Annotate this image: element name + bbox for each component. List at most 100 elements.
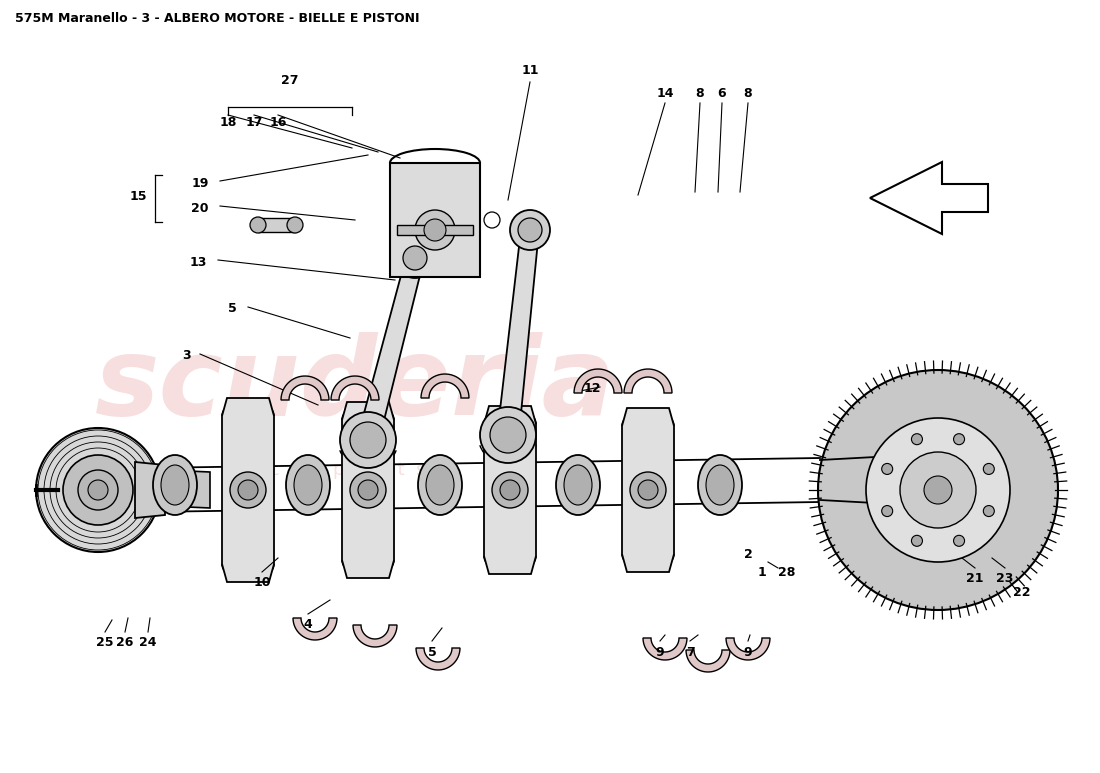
Circle shape — [230, 472, 266, 508]
Circle shape — [818, 370, 1058, 610]
Polygon shape — [258, 218, 295, 232]
Ellipse shape — [426, 465, 454, 505]
Polygon shape — [358, 256, 424, 443]
Text: 11: 11 — [521, 63, 539, 77]
Polygon shape — [280, 376, 329, 400]
Circle shape — [88, 480, 108, 500]
Circle shape — [424, 219, 446, 241]
Text: 14: 14 — [657, 87, 674, 100]
Polygon shape — [644, 638, 688, 660]
Text: 8: 8 — [744, 87, 752, 100]
Circle shape — [63, 455, 133, 525]
Polygon shape — [621, 408, 674, 572]
Polygon shape — [574, 369, 622, 393]
Text: 24: 24 — [140, 635, 157, 649]
Circle shape — [638, 480, 658, 500]
Ellipse shape — [706, 465, 734, 505]
Ellipse shape — [698, 455, 742, 515]
Circle shape — [358, 480, 378, 500]
Text: 21: 21 — [966, 571, 983, 584]
Polygon shape — [353, 625, 397, 647]
Circle shape — [866, 418, 1010, 562]
Text: 12: 12 — [583, 382, 601, 394]
Circle shape — [983, 506, 994, 516]
Circle shape — [238, 480, 258, 500]
Circle shape — [480, 407, 536, 463]
Circle shape — [954, 434, 965, 444]
Text: 23: 23 — [997, 571, 1014, 584]
Text: 26: 26 — [117, 635, 134, 649]
Text: 25: 25 — [97, 635, 113, 649]
Text: 4: 4 — [304, 618, 312, 632]
Polygon shape — [421, 374, 469, 398]
Text: 7: 7 — [685, 645, 694, 659]
Circle shape — [500, 480, 520, 500]
Polygon shape — [135, 462, 165, 518]
Text: 2: 2 — [744, 549, 752, 561]
Text: 9: 9 — [744, 645, 752, 659]
Ellipse shape — [287, 217, 303, 233]
Text: 575M Maranello - 3 - ALBERO MOTORE - BIELLE E PISTONI: 575M Maranello - 3 - ALBERO MOTORE - BIE… — [15, 12, 419, 25]
Text: 22: 22 — [1013, 585, 1031, 598]
Circle shape — [510, 210, 550, 250]
Text: 27: 27 — [282, 73, 299, 87]
Circle shape — [630, 472, 666, 508]
Text: 17: 17 — [245, 115, 263, 128]
Polygon shape — [165, 470, 210, 508]
Polygon shape — [624, 369, 672, 393]
Ellipse shape — [294, 465, 322, 505]
Text: 19: 19 — [191, 176, 209, 189]
Text: 6: 6 — [717, 87, 726, 100]
Text: 3: 3 — [182, 349, 190, 362]
Circle shape — [350, 422, 386, 458]
Polygon shape — [686, 650, 730, 672]
Ellipse shape — [161, 465, 189, 505]
Circle shape — [518, 218, 542, 242]
Ellipse shape — [153, 455, 197, 515]
Polygon shape — [390, 163, 480, 277]
Polygon shape — [342, 402, 394, 578]
Polygon shape — [874, 455, 900, 505]
Circle shape — [882, 464, 893, 475]
Circle shape — [36, 428, 160, 552]
Polygon shape — [416, 648, 460, 670]
Text: 18: 18 — [219, 115, 236, 128]
Polygon shape — [397, 225, 473, 235]
Text: 28: 28 — [778, 566, 795, 578]
Circle shape — [492, 472, 528, 508]
Polygon shape — [497, 229, 539, 436]
Circle shape — [340, 412, 396, 468]
Ellipse shape — [286, 455, 330, 515]
Circle shape — [983, 464, 994, 475]
Ellipse shape — [250, 217, 266, 233]
Polygon shape — [222, 398, 274, 582]
Circle shape — [395, 238, 434, 278]
Text: 13: 13 — [189, 256, 207, 268]
Circle shape — [912, 434, 923, 444]
Circle shape — [490, 417, 526, 453]
Circle shape — [882, 506, 893, 516]
Circle shape — [350, 472, 386, 508]
Text: scuderia: scuderia — [95, 332, 616, 438]
Ellipse shape — [556, 455, 600, 515]
Text: 10: 10 — [253, 576, 271, 588]
Text: 9: 9 — [656, 645, 664, 659]
Text: 5: 5 — [428, 645, 437, 659]
Ellipse shape — [418, 455, 462, 515]
Polygon shape — [726, 638, 770, 660]
Polygon shape — [484, 406, 536, 574]
Ellipse shape — [564, 465, 592, 505]
Circle shape — [415, 210, 455, 250]
Circle shape — [900, 452, 976, 528]
Text: 15: 15 — [130, 189, 146, 203]
Circle shape — [78, 470, 118, 510]
Text: 20: 20 — [191, 202, 209, 214]
Text: 1: 1 — [758, 566, 767, 578]
Circle shape — [912, 536, 923, 547]
Text: 5: 5 — [228, 301, 236, 315]
Text: 8: 8 — [695, 87, 704, 100]
Polygon shape — [293, 618, 337, 640]
Text: 16: 16 — [270, 115, 287, 128]
Text: c  a  r  p  a  r  t  s: c a r p a r t s — [270, 461, 426, 479]
Polygon shape — [331, 376, 379, 400]
